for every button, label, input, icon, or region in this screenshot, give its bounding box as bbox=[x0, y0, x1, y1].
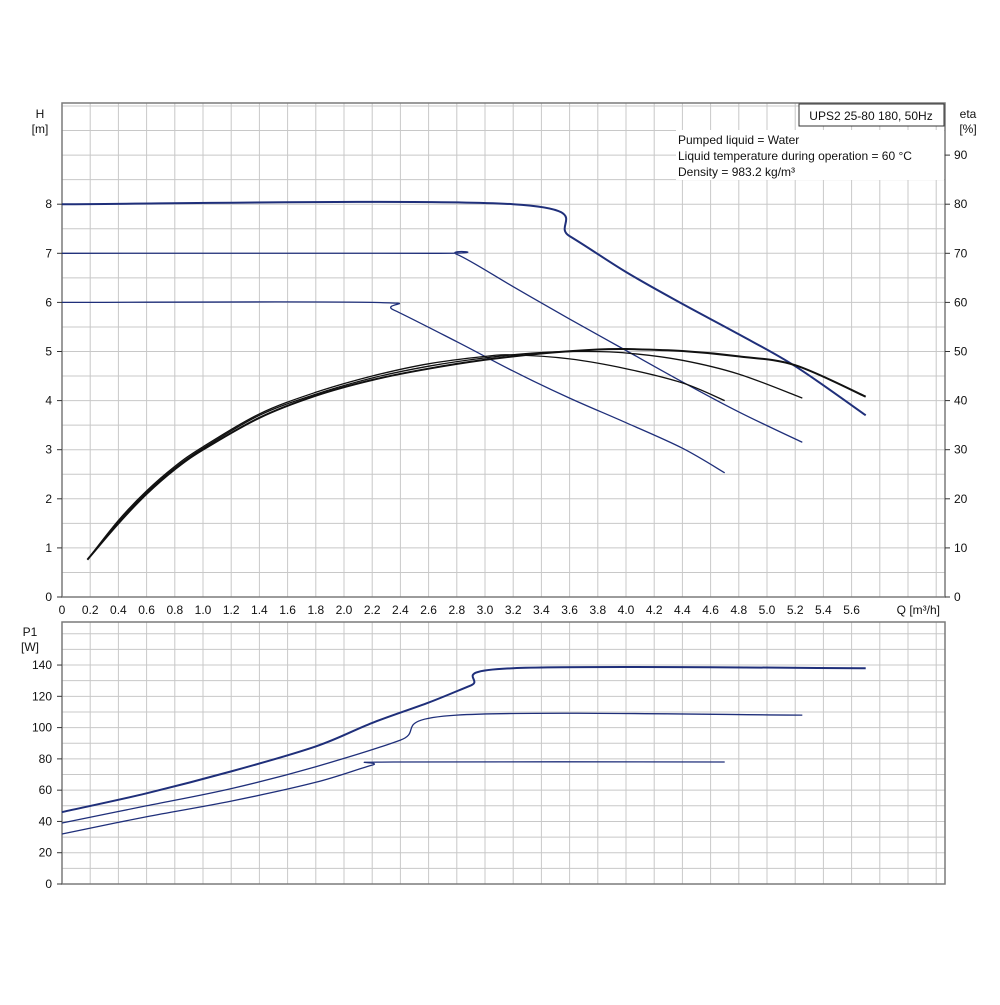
eta-tick-label: 10 bbox=[954, 541, 968, 555]
power-curve bbox=[61, 712, 803, 824]
power-plot-frame bbox=[61, 621, 946, 885]
x-tick-label: 2.8 bbox=[448, 603, 465, 617]
power-curve bbox=[61, 761, 725, 835]
y-tick-label: 8 bbox=[45, 197, 52, 211]
x-tick-label: 2.6 bbox=[420, 603, 437, 617]
x-tick-label: 3.6 bbox=[561, 603, 578, 617]
x-tick-label: 0.2 bbox=[82, 603, 99, 617]
eta-tick-label: 90 bbox=[954, 148, 968, 162]
p1-tick-label: 120 bbox=[32, 689, 52, 703]
power-plot-grid bbox=[62, 622, 945, 884]
eta-tick-label: 70 bbox=[954, 246, 968, 260]
x-tick-label: 0 bbox=[59, 603, 66, 617]
x-tick-label: 0.4 bbox=[110, 603, 127, 617]
y-axis-unit-m: [m] bbox=[32, 122, 49, 136]
x-tick-label: 5.6 bbox=[843, 603, 860, 617]
eta-tick-label: 30 bbox=[954, 443, 968, 457]
x-tick-label: 4.4 bbox=[674, 603, 691, 617]
eta-tick-label: 40 bbox=[954, 394, 968, 408]
annotation-liquid: Pumped liquid = Water bbox=[678, 133, 799, 147]
eta-tick-label: 20 bbox=[954, 492, 968, 506]
y-tick-label: 1 bbox=[45, 541, 52, 555]
x-tick-label: 2.0 bbox=[336, 603, 353, 617]
x-tick-label: 2.2 bbox=[364, 603, 381, 617]
head-curve bbox=[61, 301, 726, 474]
p1-tick-label: 140 bbox=[32, 658, 52, 672]
y-tick-label: 3 bbox=[45, 443, 52, 457]
x-tick-label: 4.0 bbox=[618, 603, 635, 617]
y-axis-unit-percent: [%] bbox=[959, 122, 976, 136]
y-axis-label-p1: P1 bbox=[23, 625, 38, 639]
y-axis-label-h: H bbox=[36, 107, 45, 121]
x-tick-label: 5.2 bbox=[787, 603, 804, 617]
curves bbox=[61, 200, 867, 835]
x-tick-label: 4.8 bbox=[730, 603, 747, 617]
x-tick-label: 4.6 bbox=[702, 603, 719, 617]
x-tick-label: 3.2 bbox=[505, 603, 522, 617]
p1-tick-label: 80 bbox=[39, 752, 53, 766]
efficiency-curve bbox=[86, 354, 725, 561]
head-plot-grid bbox=[62, 103, 945, 597]
eta-tick-label: 60 bbox=[954, 295, 968, 309]
x-tick-label: 5.4 bbox=[815, 603, 832, 617]
efficiency-curve bbox=[86, 347, 867, 561]
annotation-density: Density = 983.2 kg/m³ bbox=[678, 165, 795, 179]
head-plot-frame bbox=[61, 102, 946, 598]
x-tick-label: 1.8 bbox=[307, 603, 324, 617]
x-axis-label: Q [m³/h] bbox=[897, 603, 940, 617]
y-axis-label-eta: eta bbox=[960, 107, 977, 121]
title-box bbox=[798, 103, 945, 127]
y-tick-label: 4 bbox=[45, 394, 52, 408]
y-tick-label: 0 bbox=[45, 590, 52, 604]
x-tick-label: 3.0 bbox=[477, 603, 494, 617]
eta-tick-label: 0 bbox=[954, 590, 961, 604]
head-curve bbox=[61, 200, 867, 417]
x-tick-label: 0.6 bbox=[138, 603, 155, 617]
y-tick-label: 5 bbox=[45, 345, 52, 359]
x-tick-label: 4.2 bbox=[646, 603, 663, 617]
eta-tick-label: 80 bbox=[954, 197, 968, 211]
y-tick-label: 6 bbox=[45, 295, 52, 309]
power-curve bbox=[61, 665, 866, 814]
head-curve bbox=[61, 250, 803, 443]
p1-tick-label: 60 bbox=[39, 783, 53, 797]
x-tick-label: 1.4 bbox=[251, 603, 268, 617]
x-tick-label: 3.8 bbox=[589, 603, 606, 617]
y-axis-unit-w: [W] bbox=[21, 640, 39, 654]
x-tick-label: 1.0 bbox=[195, 603, 212, 617]
x-tick-label: 2.4 bbox=[392, 603, 409, 617]
efficiency-curve bbox=[86, 350, 803, 561]
x-tick-label: 3.4 bbox=[533, 603, 550, 617]
y-tick-label: 7 bbox=[45, 246, 52, 260]
p1-tick-label: 0 bbox=[45, 877, 52, 891]
eta-tick-label: 50 bbox=[954, 345, 968, 359]
annotation-background bbox=[676, 130, 944, 180]
x-tick-label: 1.2 bbox=[223, 603, 240, 617]
axis-ticks: 0 0.2 0.4 0.6 0.8 1.0 1.2 1.4 1.6 1.8 2.0 2.2 2.4 2.6… bbox=[32, 148, 968, 891]
x-tick-label: 0.8 bbox=[166, 603, 183, 617]
p1-tick-label: 40 bbox=[39, 814, 53, 828]
x-tick-label: 1.6 bbox=[279, 603, 296, 617]
y-tick-label: 2 bbox=[45, 492, 52, 506]
chart-title: UPS2 25-80 180, 50Hz bbox=[809, 109, 932, 123]
annotation-temperature: Liquid temperature during operation = 60… bbox=[678, 149, 912, 163]
p1-tick-label: 20 bbox=[39, 846, 53, 860]
x-tick-label: 5.0 bbox=[759, 603, 776, 617]
p1-tick-label: 100 bbox=[32, 721, 52, 735]
